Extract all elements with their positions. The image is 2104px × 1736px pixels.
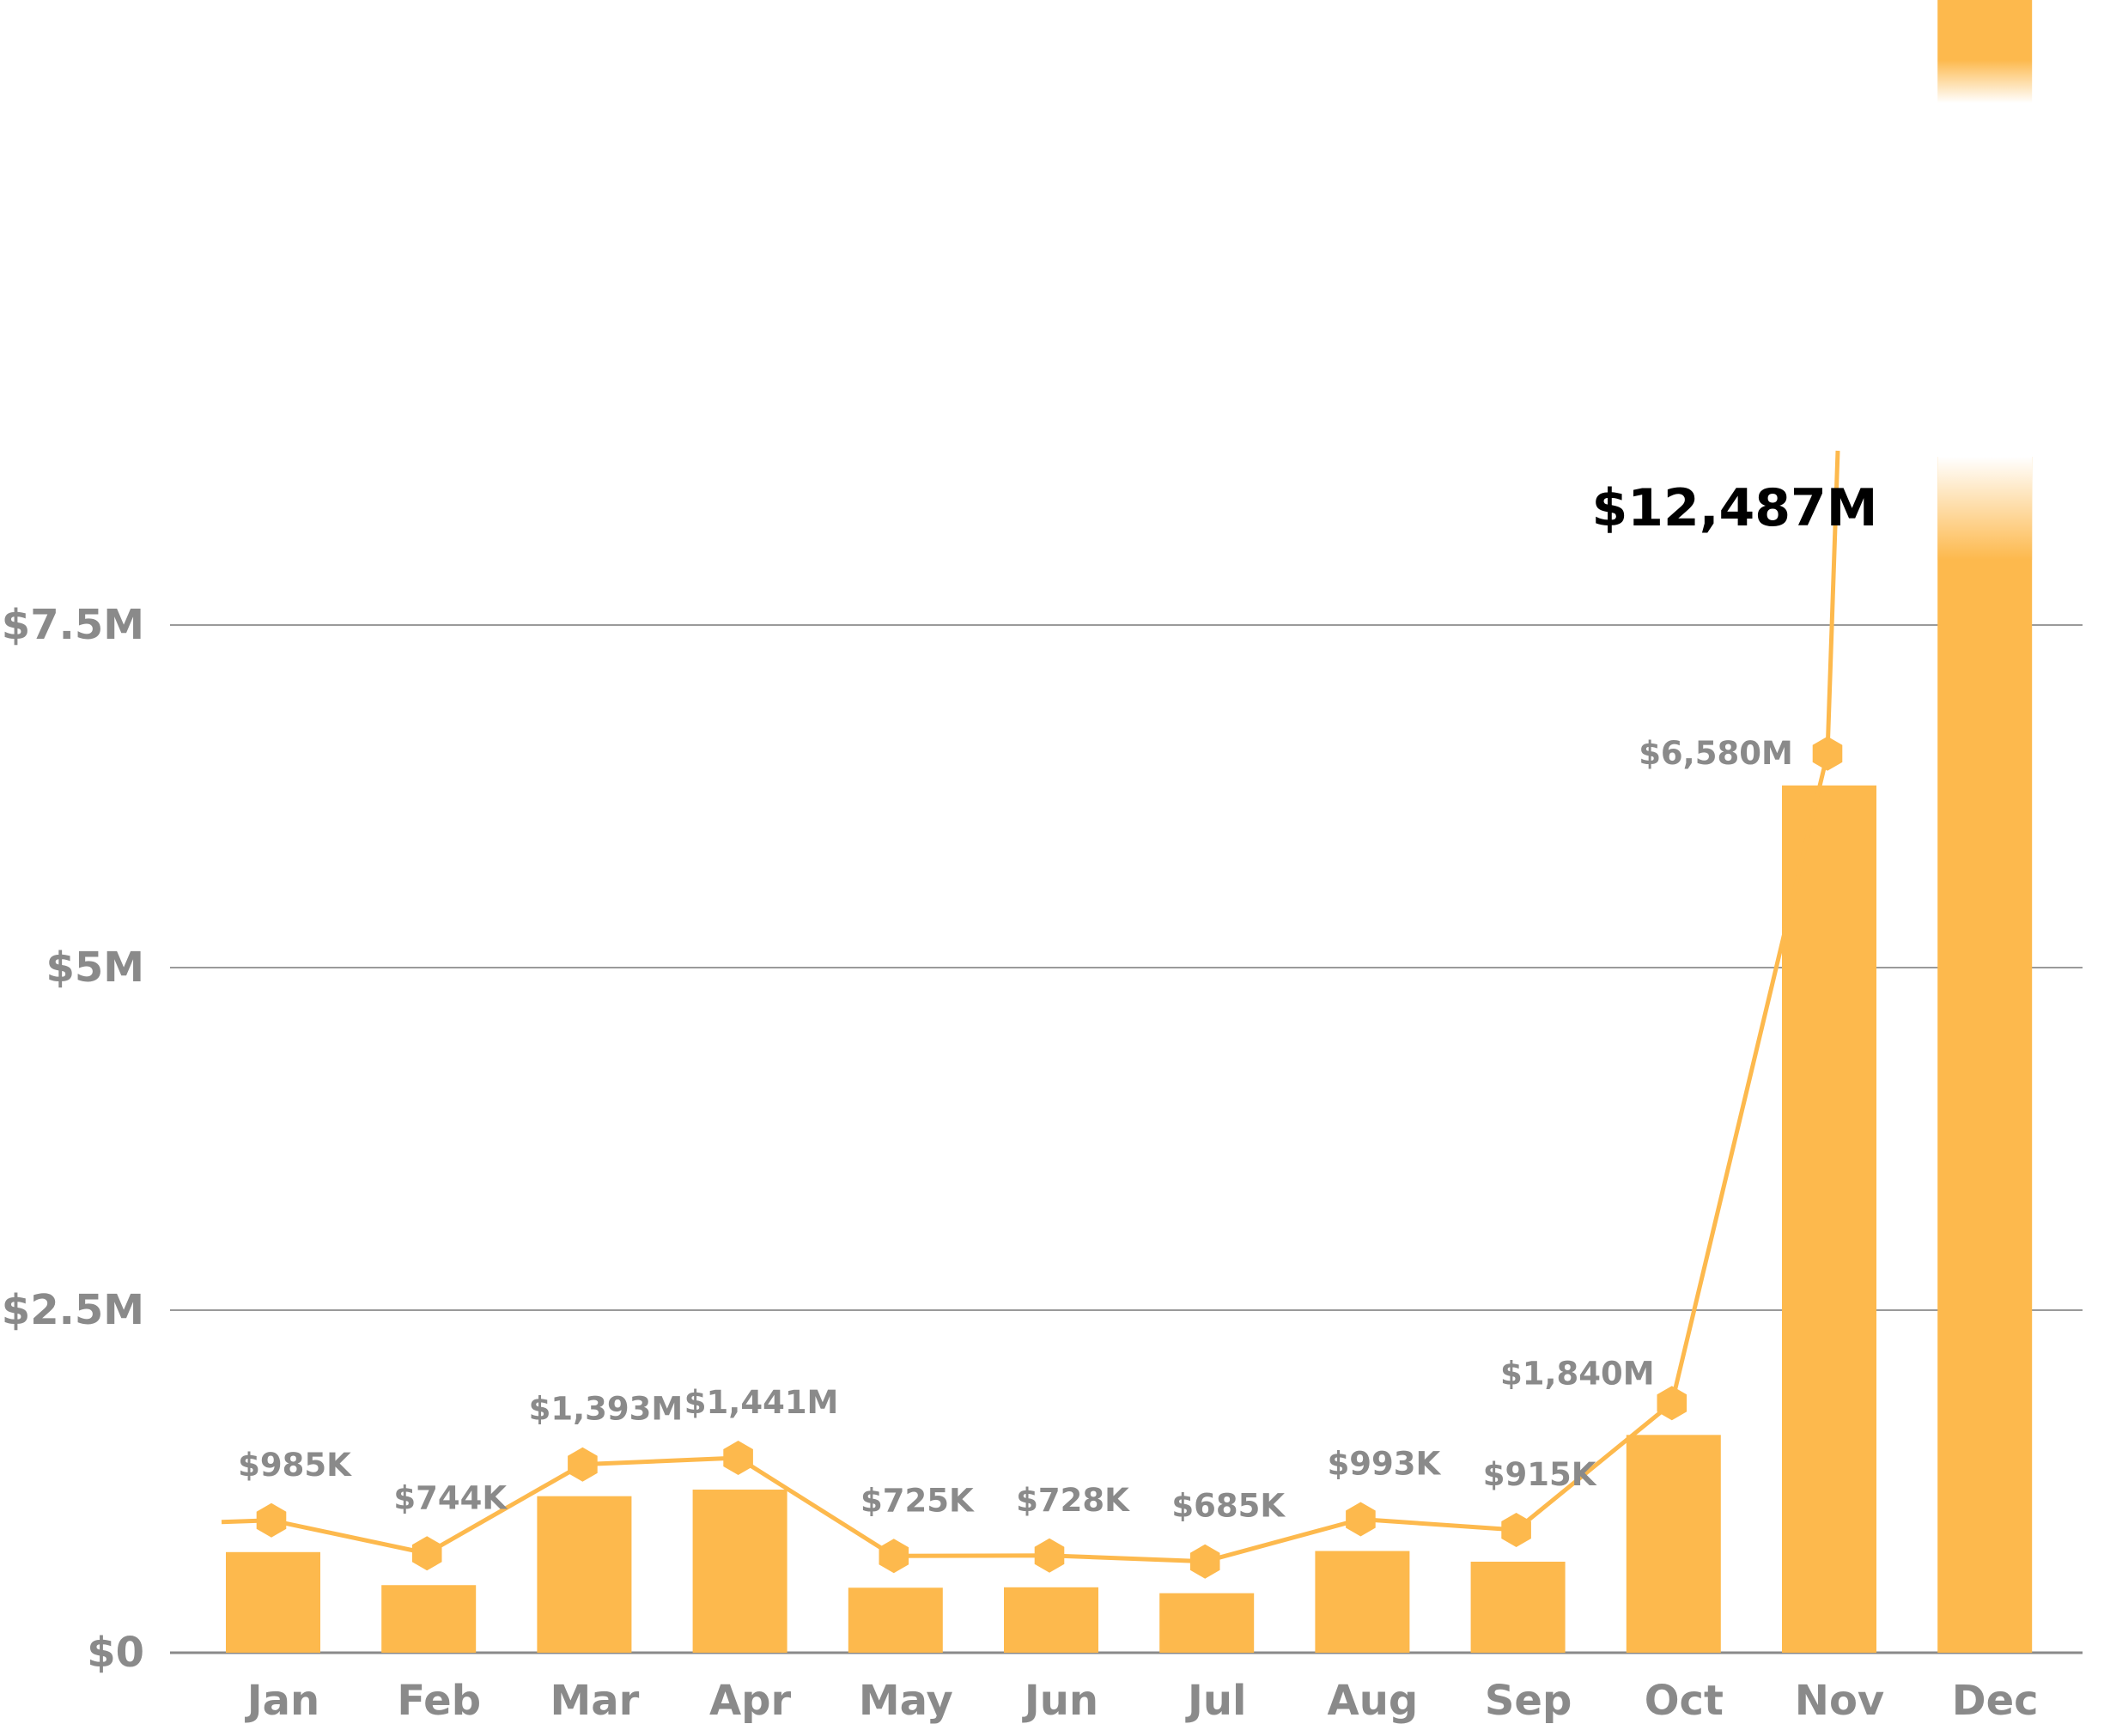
data-label: $6,580M: [1639, 735, 1793, 772]
x-tick-label: Apr: [709, 1677, 792, 1725]
bar: [1004, 1587, 1098, 1653]
data-label: $725K: [860, 1482, 975, 1519]
trend-line: [221, 450, 1843, 1579]
line-marker: [411, 1536, 442, 1571]
bar: [1315, 1551, 1410, 1653]
data-label: $1,393M: [529, 1391, 684, 1428]
data-label: $915K: [1483, 1456, 1597, 1493]
line-marker: [1189, 1544, 1220, 1579]
data-label: $985K: [238, 1447, 352, 1484]
bar: [848, 1587, 943, 1653]
bar: [226, 1551, 320, 1653]
bar: [1782, 785, 1876, 1653]
line-marker: [879, 1539, 909, 1574]
bar: [381, 1585, 477, 1653]
bar: [1470, 1561, 1566, 1653]
y-tick-label: $5M: [46, 944, 144, 992]
line-marker: [1657, 1386, 1687, 1421]
x-tick-label: Jan: [245, 1677, 319, 1725]
line-marker: [1346, 1502, 1376, 1537]
x-tick-label: Oct: [1645, 1677, 1724, 1725]
data-label: $993K: [1328, 1446, 1442, 1483]
x-tick-label: Dec: [1952, 1677, 2039, 1725]
data-label: $728K: [1016, 1482, 1130, 1519]
bar-top-segment: [1937, 0, 2033, 60]
line-marker: [1812, 736, 1843, 771]
x-tick-label: Feb: [397, 1677, 481, 1725]
x-tick-label: Mar: [550, 1677, 639, 1725]
bar: [1937, 457, 2033, 1653]
data-label: $1,840M: [1500, 1355, 1655, 1392]
x-tick-label: Aug: [1328, 1677, 1419, 1725]
line-marker: [1501, 1513, 1531, 1547]
x-tick-label: May: [859, 1677, 953, 1725]
bar: [1626, 1435, 1721, 1653]
data-label: $744K: [393, 1479, 508, 1516]
bar-break-gradient: [1937, 457, 2033, 560]
bar-top-fade: [1937, 60, 2033, 103]
bar: [692, 1490, 787, 1653]
data-label: $685K: [1171, 1488, 1286, 1525]
x-tick-label: Sep: [1485, 1677, 1572, 1725]
line-marker: [1034, 1538, 1065, 1573]
bar: [1159, 1593, 1255, 1653]
gridlines: [170, 624, 2083, 1654]
x-tick-label: Nov: [1795, 1677, 1884, 1725]
data-labels: $985K $744K $1,393M $1,441M $725K $728K $685K $…: [238, 478, 1877, 1525]
bar: [537, 1496, 632, 1653]
y-axis-ticks: $0 $2.5M $5M $7.5M: [2, 601, 144, 1677]
y-tick-label: $2.5M: [2, 1286, 144, 1334]
x-axis-ticks: Jan Feb Mar Apr May Jun Jul Aug Sep Oct Nov Dec: [245, 1677, 2039, 1725]
x-tick-label: Jul: [1185, 1677, 1246, 1725]
data-label: $1,441M: [684, 1384, 839, 1421]
trend-line-path: [221, 450, 1840, 1564]
y-tick-label: $0: [87, 1629, 144, 1677]
y-tick-label: $7.5M: [2, 601, 144, 649]
line-marker: [723, 1441, 753, 1475]
data-label-highlight: $12,487M: [1592, 478, 1878, 538]
x-tick-label: Jun: [1022, 1677, 1098, 1725]
line-marker: [568, 1447, 598, 1482]
line-marker: [256, 1502, 287, 1538]
bars: [226, 0, 2033, 1653]
